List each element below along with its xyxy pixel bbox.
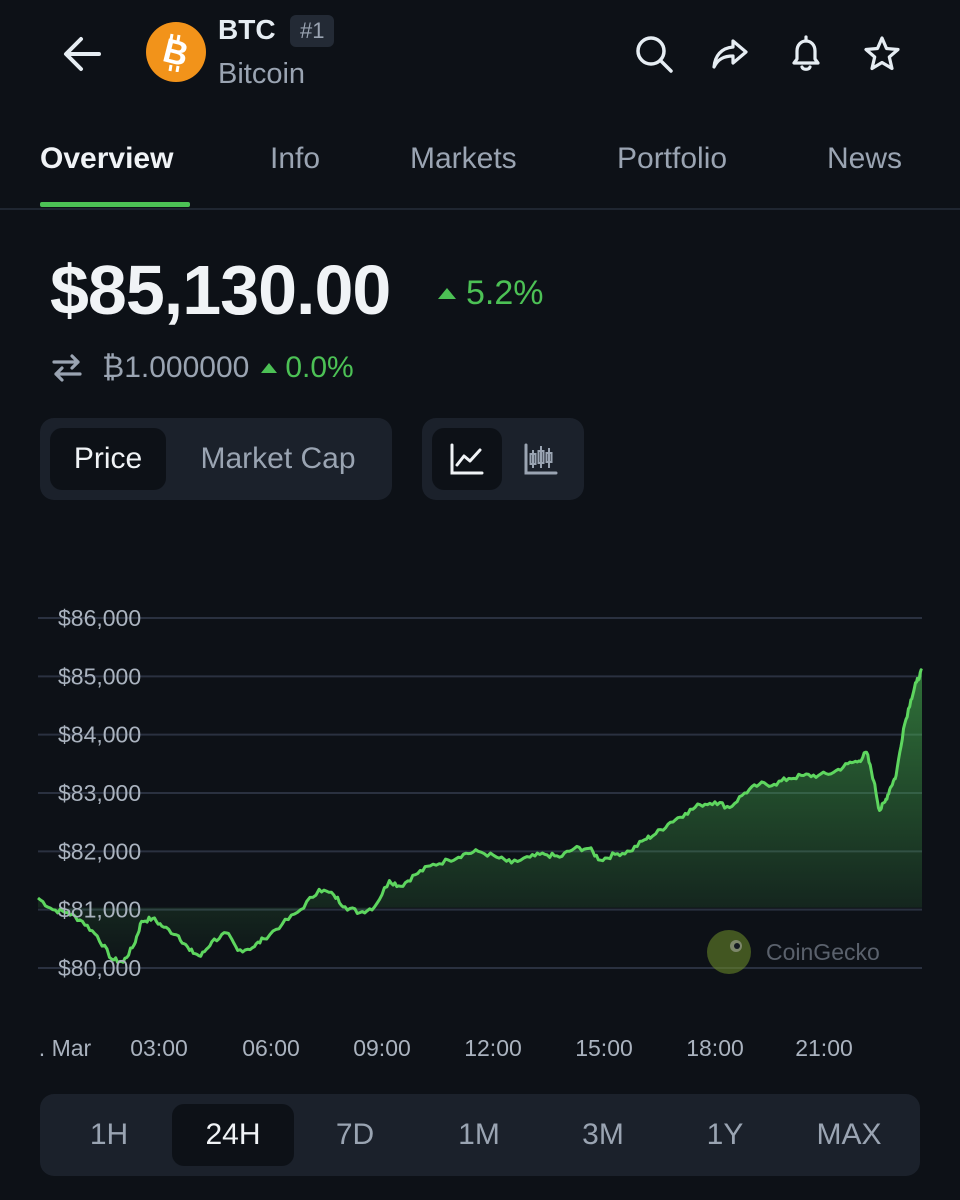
- btc-change-value: 0.0%: [285, 351, 354, 384]
- favorite-button[interactable]: [856, 28, 908, 80]
- metric-toggle: Price Market Cap: [40, 418, 392, 500]
- up-triangle-icon: [438, 288, 456, 299]
- time-range-selector: 1H 24H 7D 1M 3M 1Y MAX: [40, 1094, 920, 1176]
- coin-symbol: BTC: [218, 14, 276, 45]
- x-tick-label: . Mar: [39, 1035, 92, 1061]
- price-change-value: 5.2%: [466, 274, 544, 312]
- x-tick-label: 12:00: [464, 1035, 522, 1061]
- current-price: $85,130.00: [50, 251, 391, 329]
- x-tick-label: 21:00: [795, 1035, 853, 1061]
- y-tick-label: $83,000: [58, 780, 141, 806]
- back-arrow-icon: [64, 37, 101, 71]
- active-tab-indicator: [40, 202, 190, 207]
- coin-name: Bitcoin: [218, 58, 306, 90]
- tab-info[interactable]: Info: [270, 142, 321, 175]
- candlestick-icon: [524, 443, 558, 475]
- tab-markets[interactable]: Markets: [410, 142, 517, 175]
- x-tick-label: 03:00: [130, 1035, 188, 1061]
- back-button[interactable]: [54, 26, 110, 82]
- up-triangle-icon: [261, 363, 278, 373]
- btc-price-change: 0.0%: [261, 351, 354, 385]
- y-tick-label: $84,000: [58, 722, 141, 748]
- star-icon: [864, 36, 900, 71]
- btc-price-row: ₿1.000000 0.0%: [50, 348, 354, 388]
- range-1m-button[interactable]: 1M: [458, 1118, 500, 1151]
- tab-portfolio[interactable]: Portfolio: [617, 142, 728, 175]
- price-toggle-button[interactable]: Price: [50, 428, 166, 490]
- y-tick-label: $85,000: [58, 663, 141, 689]
- range-max-button[interactable]: MAX: [816, 1118, 882, 1151]
- x-tick-label: 06:00: [242, 1035, 300, 1061]
- search-icon: [636, 36, 673, 73]
- candlestick-button[interactable]: [506, 428, 576, 490]
- market-cap-toggle-button[interactable]: Market Cap: [200, 442, 356, 475]
- price-chart[interactable]: $86,000 $85,000 $84,000 $83,000 $82,000 $81,0…: [0, 580, 960, 1080]
- price-area-fill: [38, 669, 922, 963]
- watermark-text: CoinGecko: [766, 939, 880, 965]
- range-1y-button[interactable]: 1Y: [706, 1118, 744, 1151]
- x-tick-label: 15:00: [575, 1035, 633, 1061]
- line-chart-icon: [450, 443, 484, 475]
- svg-text:B: B: [159, 32, 192, 72]
- swap-icon[interactable]: [50, 351, 84, 385]
- y-tick-label: $80,000: [58, 955, 141, 981]
- header: B BTC #1 Bitcoin: [0, 0, 960, 110]
- price-line: [37, 668, 923, 964]
- btc-price-value: ₿1.000000: [102, 351, 250, 384]
- tab-news[interactable]: News: [827, 142, 903, 175]
- range-24h-button[interactable]: 24H: [172, 1104, 294, 1166]
- chart-style-toggle: [422, 418, 584, 500]
- coingecko-logo-icon: [707, 930, 751, 974]
- tab-overview[interactable]: Overview: [40, 142, 174, 175]
- line-chart-button[interactable]: [432, 428, 502, 490]
- tab-bar: Overview Info Markets Portfolio News: [0, 130, 960, 210]
- share-icon: [712, 39, 748, 69]
- range-7d-button[interactable]: 7D: [335, 1118, 375, 1151]
- range-3m-button[interactable]: 3M: [582, 1118, 624, 1151]
- y-tick-label: $82,000: [58, 838, 141, 864]
- alert-button[interactable]: [780, 28, 832, 80]
- x-tick-label: 18:00: [686, 1035, 744, 1061]
- rank-badge: #1: [290, 15, 335, 47]
- share-button[interactable]: [704, 28, 756, 80]
- y-tick-label: $86,000: [58, 605, 141, 631]
- search-button[interactable]: [628, 28, 680, 80]
- x-tick-label: 09:00: [353, 1035, 411, 1061]
- y-tick-label: $81,000: [58, 897, 141, 923]
- range-1h-button[interactable]: 1H: [89, 1118, 129, 1151]
- bitcoin-logo-icon: B: [146, 22, 206, 82]
- price-change: 5.2%: [438, 274, 544, 313]
- coingecko-watermark: CoinGecko: [707, 930, 880, 974]
- bell-icon: [792, 35, 820, 71]
